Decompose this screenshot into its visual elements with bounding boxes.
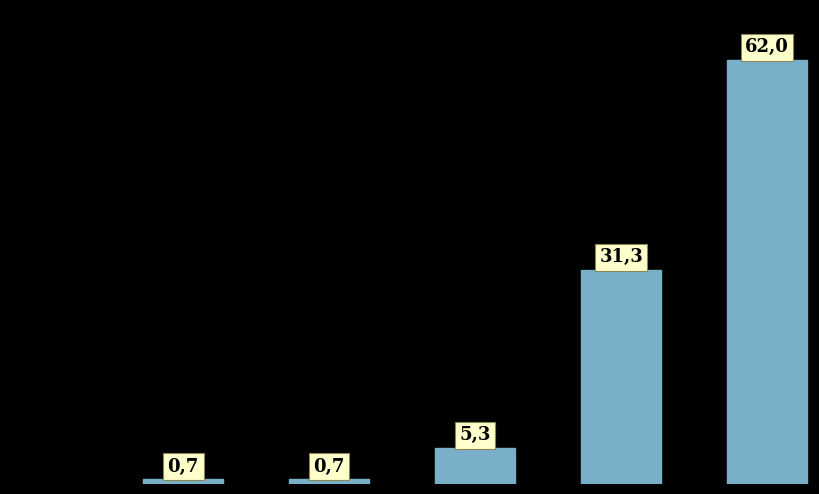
Bar xyxy=(143,479,224,484)
Text: 0,7: 0,7 xyxy=(168,458,199,476)
Bar xyxy=(289,479,369,484)
Text: 0,7: 0,7 xyxy=(314,458,345,476)
Text: 62,0: 62,0 xyxy=(745,38,789,56)
Bar xyxy=(727,60,808,484)
Bar xyxy=(581,270,661,484)
Bar xyxy=(435,448,515,484)
Text: 31,3: 31,3 xyxy=(600,248,643,266)
Text: 5,3: 5,3 xyxy=(459,426,491,445)
